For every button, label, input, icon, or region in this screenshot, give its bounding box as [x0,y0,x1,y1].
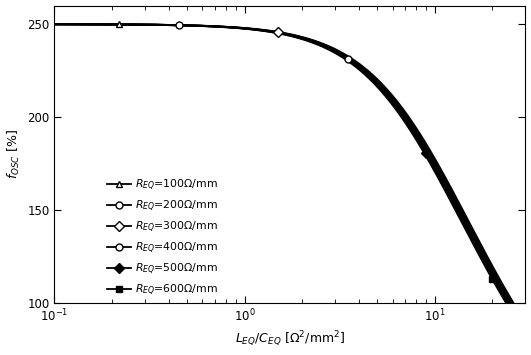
Y-axis label: $f_{OSC}$ [%]: $f_{OSC}$ [%] [5,130,22,179]
X-axis label: $L_{EQ}/C_{EQ}$ [$\Omega^2$/mm$^2$]: $L_{EQ}/C_{EQ}$ [$\Omega^2$/mm$^2$] [235,330,345,349]
Legend: $R_{EQ}$=100$\Omega$/mm, $R_{EQ}$=200$\Omega$/mm, $R_{EQ}$=300$\Omega$/mm, $R_{E: $R_{EQ}$=100$\Omega$/mm, $R_{EQ}$=200$\O… [107,178,218,298]
